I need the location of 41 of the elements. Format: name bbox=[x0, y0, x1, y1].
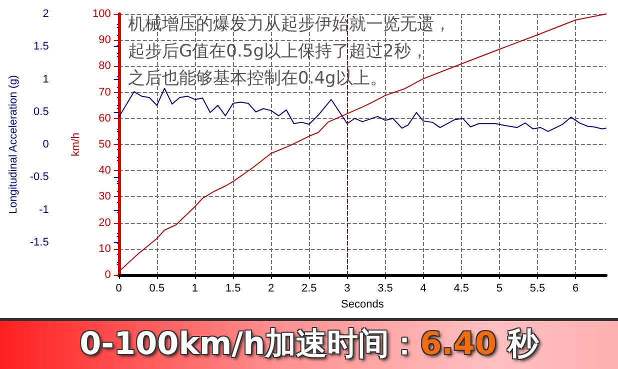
x-tick-label: 0.5 bbox=[149, 282, 165, 294]
y2-tick-label: 0 bbox=[104, 269, 111, 281]
y2-tick-label: 70 bbox=[98, 86, 111, 98]
line-series bbox=[118, 88, 606, 132]
annotation: 起步后G值在0.5g以上保持了超过2秒， bbox=[128, 42, 428, 62]
y2-tick-label: 20 bbox=[98, 216, 111, 229]
x-axis-title: Seconds bbox=[341, 298, 384, 310]
x-tick-label: 1.5 bbox=[225, 282, 241, 294]
x-tick-label: 3.5 bbox=[378, 282, 393, 294]
x-tick-label: 4 bbox=[420, 282, 426, 294]
x-tick-label: 5 bbox=[496, 282, 502, 294]
y2-tick-label: 30 bbox=[98, 190, 111, 203]
y-tick-label: 0.5 bbox=[34, 106, 49, 118]
y-tick-label: 1 bbox=[42, 73, 49, 86]
x-tick-label: 2.5 bbox=[301, 282, 317, 294]
line-series bbox=[118, 14, 606, 272]
y-axis-title: Longitudinal Acceleration (g) bbox=[8, 75, 20, 214]
annotation: 之后也能够基本控制在0.4g以上。 bbox=[128, 68, 387, 88]
y-tick-label: -1.5 bbox=[30, 236, 49, 248]
y-tick-label: -1 bbox=[39, 204, 49, 216]
y2-tick-label: 90 bbox=[98, 34, 111, 46]
x-tick-label: 2 bbox=[268, 282, 274, 294]
y2-tick-label: 80 bbox=[98, 60, 111, 72]
x-tick-label: 0 bbox=[116, 282, 122, 294]
y-tick-label: 1.5 bbox=[34, 40, 49, 53]
y-tick-label: -0.5 bbox=[30, 171, 49, 184]
y2-tick-label: 50 bbox=[98, 138, 111, 150]
text: 0-100km/h加速时间：6.40 秒 bbox=[80, 326, 538, 362]
y-tick-label: 2 bbox=[42, 8, 49, 20]
x-tick-label: 6 bbox=[572, 282, 579, 294]
y2-tick-label: 60 bbox=[98, 112, 111, 124]
x-tick-label: 5.5 bbox=[530, 282, 546, 294]
x-tick-label: 4.5 bbox=[454, 282, 470, 294]
y2-tick-label: 10 bbox=[98, 242, 111, 255]
y2-tick-label: 100 bbox=[92, 8, 111, 20]
y-tick-label: 0 bbox=[42, 138, 49, 150]
y2-axis-title: km/h bbox=[70, 132, 82, 156]
y2-tick-label: 40 bbox=[98, 164, 111, 177]
x-tick-label: 3 bbox=[344, 282, 350, 294]
annotation: 机械增压的爆发力从起步伊始就一览无遗， bbox=[128, 14, 451, 34]
x-tick-label: 1 bbox=[192, 282, 198, 294]
